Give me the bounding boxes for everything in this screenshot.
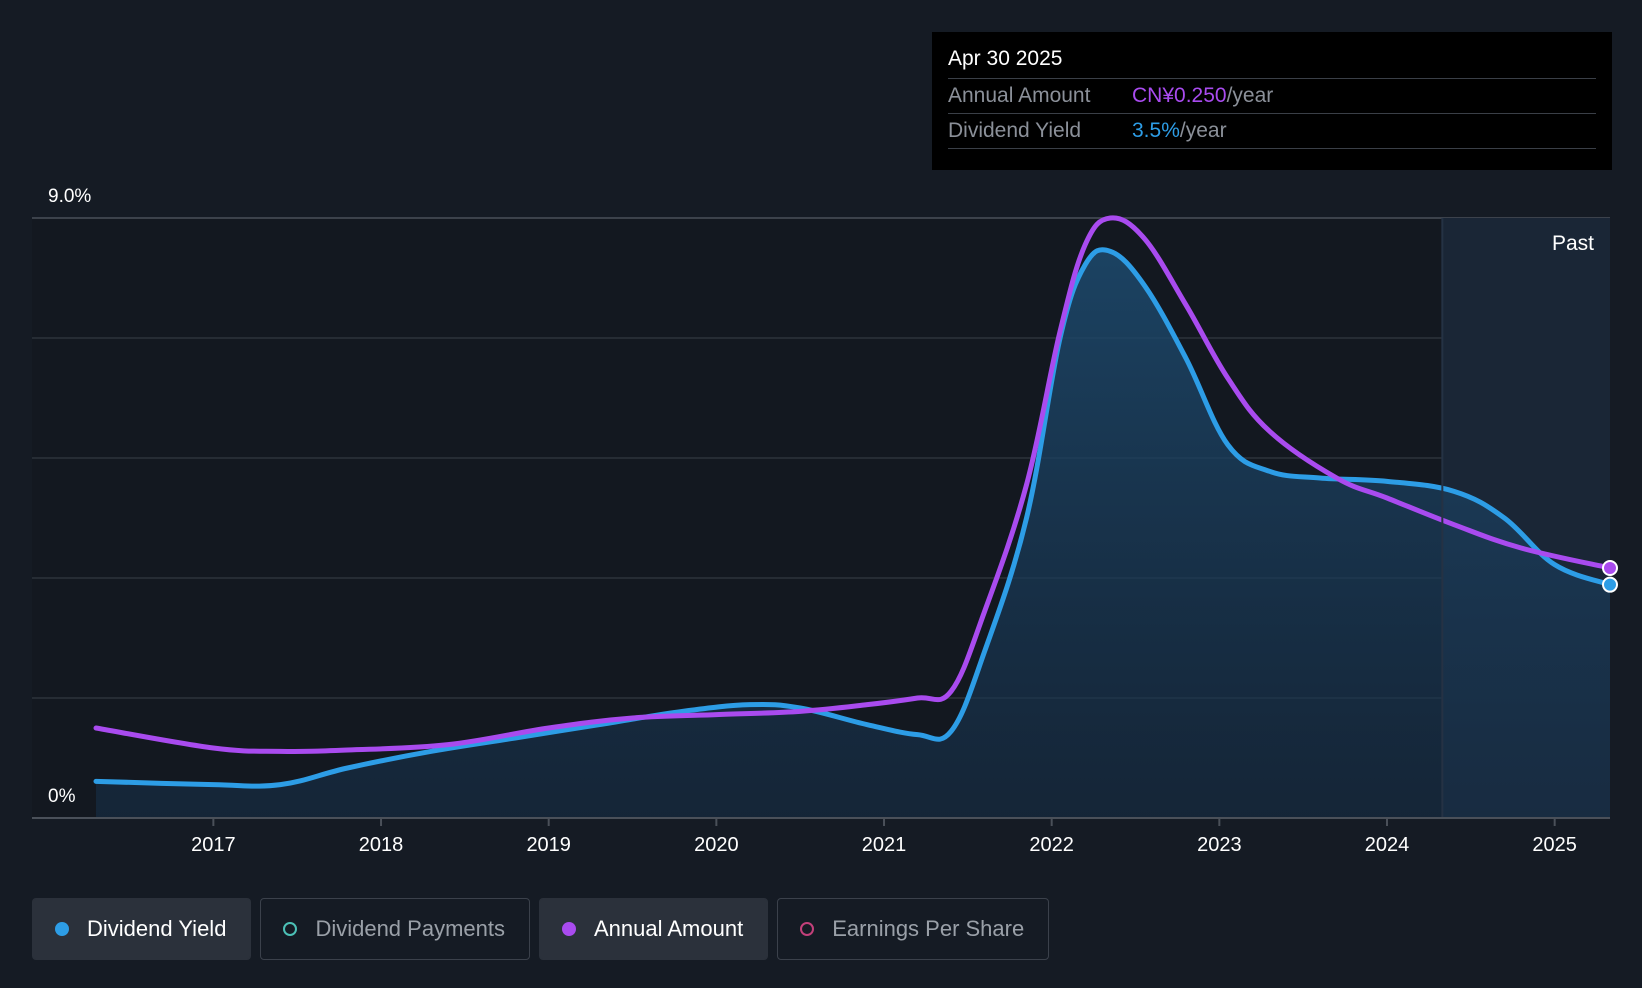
legend-dividend-yield[interactable]: Dividend Yield bbox=[32, 898, 252, 960]
legend-label: Annual Amount bbox=[593, 916, 744, 941]
y-axis-bottom-label: 0% bbox=[48, 786, 76, 807]
x-tick-label: 2020 bbox=[694, 834, 739, 856]
x-tick-label: 2024 bbox=[1365, 834, 1410, 856]
dividend-yield-end-marker[interactable] bbox=[1602, 576, 1618, 593]
legend-dividend-payments[interactable]: Dividend Payments bbox=[260, 898, 530, 960]
legend-dot-icon bbox=[283, 922, 298, 936]
legend-annual-amount[interactable]: Annual Amount bbox=[538, 898, 769, 960]
x-tick-label: 2017 bbox=[191, 834, 236, 856]
x-tick-label: 2021 bbox=[862, 834, 907, 856]
tooltip-unit: /year bbox=[1179, 119, 1227, 142]
x-tick-label: 2018 bbox=[359, 834, 404, 856]
x-tick-label: 2025 bbox=[1532, 834, 1577, 856]
tooltip-date: Apr 30 2025 bbox=[948, 47, 1063, 70]
legend-label: Earnings Per Share bbox=[832, 916, 1025, 941]
series-lines bbox=[93, 215, 1613, 789]
tooltip-row-dividend-yield: Dividend Yield 3.5% /year bbox=[948, 113, 1596, 149]
legend: Dividend Yield Dividend Payments Annual … bbox=[32, 898, 1050, 960]
yield-area bbox=[96, 249, 1610, 818]
end-markers bbox=[1441, 218, 1618, 818]
tooltip-row-annual-amount: Annual Amount CN¥0.250 /year bbox=[948, 78, 1596, 113]
y-axis-top-label: 9.0% bbox=[48, 186, 91, 207]
tooltip-value: 3.5% bbox=[1132, 119, 1180, 142]
legend-dot-icon bbox=[55, 922, 69, 936]
legend-label: Dividend Payments bbox=[315, 916, 505, 941]
tooltip-unit: /year bbox=[1226, 84, 1274, 107]
tooltip-label: Annual Amount bbox=[948, 84, 1091, 107]
legend-dot-icon bbox=[561, 922, 576, 936]
dividend-yield-line bbox=[93, 247, 1613, 789]
x-axis: 2017 2018 2019 2020 2021 2022 2023 2024 2025 bbox=[32, 817, 1610, 856]
x-tick-label: 2019 bbox=[526, 834, 571, 856]
x-tick-label: 2022 bbox=[1029, 834, 1074, 856]
legend-label: Dividend Yield bbox=[87, 916, 227, 941]
tooltip-label: Dividend Yield bbox=[948, 119, 1082, 142]
x-tick-label: 2023 bbox=[1197, 834, 1242, 856]
dividend-yield-area bbox=[96, 249, 1610, 818]
legend-dot-icon bbox=[800, 922, 815, 936]
tooltip-value: CN¥0.250 bbox=[1132, 84, 1227, 107]
annual-amount-end-marker[interactable] bbox=[1602, 560, 1618, 576]
annual-amount-line bbox=[93, 215, 1613, 754]
legend-earnings-per-share[interactable]: Earnings Per Share bbox=[777, 898, 1050, 960]
past-label: Past bbox=[1552, 232, 1594, 255]
tooltip: Apr 30 2025 Annual Amount CN¥0.250 /year… bbox=[932, 32, 1612, 170]
